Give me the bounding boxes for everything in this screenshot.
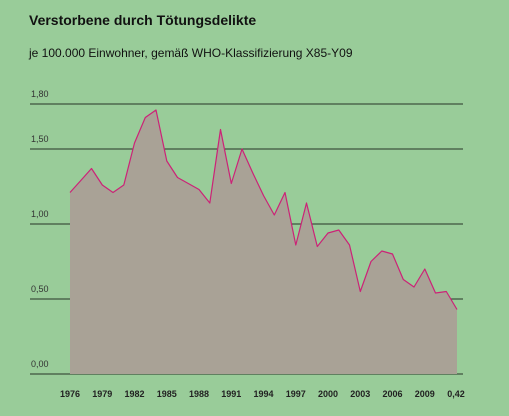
x-tick-label: 1988 (189, 389, 209, 399)
chart-subtitle: je 100.000 Einwohner, gemäß WHO-Klassifi… (29, 46, 353, 60)
area-fill (70, 110, 457, 374)
chart-title: Verstorbene durch Tötungsdelikte (29, 12, 257, 28)
x-tick-label: 2003 (350, 389, 370, 399)
x-tick-label: 1991 (221, 389, 241, 399)
x-tick-label: 1997 (286, 389, 306, 399)
series-line (69, 109, 458, 310)
x-tick-label: 2000 (318, 389, 338, 399)
x-tick-label: 1994 (253, 389, 273, 399)
y-tick-label: 1,50 (31, 134, 49, 144)
x-tick-label: 2006 (382, 389, 402, 399)
end-value-label: 0,42 (447, 389, 465, 399)
y-tick-label: 1,80 (31, 89, 49, 99)
x-tick-label: 1985 (157, 389, 177, 399)
x-tick-label: 1979 (92, 389, 112, 399)
y-tick-label: 1,00 (31, 209, 49, 219)
y-tick-label: 0,50 (31, 284, 49, 294)
x-tick-label: 2009 (415, 389, 435, 399)
x-tick-label: 1976 (60, 389, 80, 399)
series-area (69, 109, 458, 374)
y-tick-label: 0,00 (31, 359, 49, 369)
y-axis-ticks: 0,00 0,50 1,00 1,50 1,80 (31, 89, 49, 369)
x-axis-ticks: 1976 1979 1982 1985 1988 1991 1994 1997 2000 2003… (60, 389, 465, 399)
x-tick-label: 1982 (124, 389, 144, 399)
